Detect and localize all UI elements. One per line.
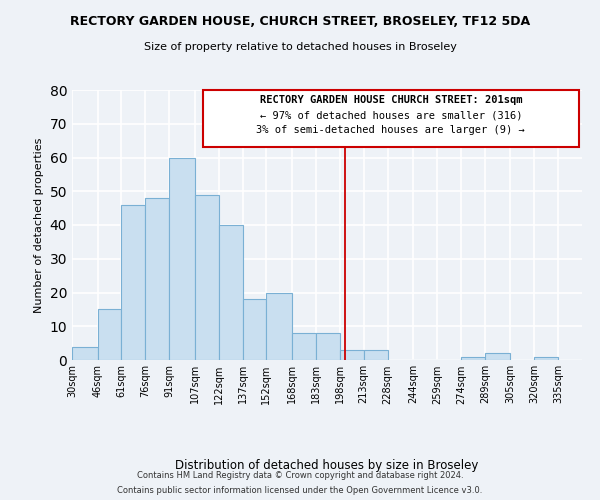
Text: Size of property relative to detached houses in Broseley: Size of property relative to detached ho… [143,42,457,52]
Bar [195,194,218,360]
Y-axis label: Number of detached properties: Number of detached properties [34,138,44,312]
Bar [292,333,316,360]
Text: Contains public sector information licensed under the Open Government Licence v3: Contains public sector information licen… [118,486,482,495]
Text: RECTORY GARDEN HOUSE, CHURCH STREET, BROSELEY, TF12 5DA: RECTORY GARDEN HOUSE, CHURCH STREET, BRO… [70,15,530,28]
Text: 3% of semi-detached houses are larger (9) →: 3% of semi-detached houses are larger (9… [256,126,525,136]
Bar [364,350,388,360]
Bar [534,356,558,360]
Bar [121,205,145,360]
Bar [461,356,485,360]
Bar [266,292,292,360]
Bar [72,346,97,360]
Bar [169,158,195,360]
Text: Contains HM Land Registry data © Crown copyright and database right 2024.: Contains HM Land Registry data © Crown c… [137,471,463,480]
X-axis label: Distribution of detached houses by size in Broseley: Distribution of detached houses by size … [175,459,479,472]
FancyBboxPatch shape [203,90,579,148]
Bar [340,350,364,360]
Bar [242,299,266,360]
Text: RECTORY GARDEN HOUSE CHURCH STREET: 201sqm: RECTORY GARDEN HOUSE CHURCH STREET: 201s… [260,95,522,105]
Bar [316,333,340,360]
Bar [485,353,510,360]
Text: ← 97% of detached houses are smaller (316): ← 97% of detached houses are smaller (31… [260,110,522,120]
Bar [145,198,169,360]
Bar [218,225,242,360]
Bar [97,310,121,360]
